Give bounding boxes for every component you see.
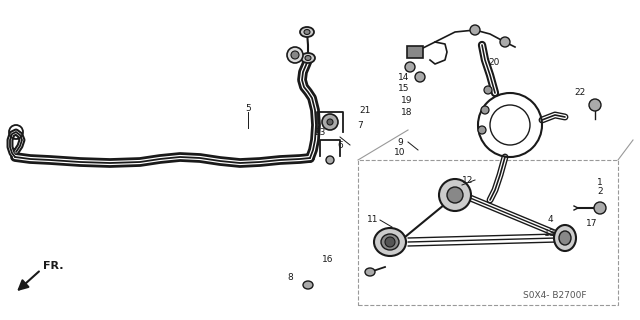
Text: FR.: FR. (43, 261, 63, 271)
Bar (358, 160, 618, 305)
Ellipse shape (304, 29, 310, 35)
Ellipse shape (305, 55, 311, 60)
Ellipse shape (381, 234, 399, 250)
Circle shape (405, 62, 415, 72)
Text: 7: 7 (357, 121, 363, 130)
Text: 22: 22 (574, 87, 586, 97)
Circle shape (589, 99, 601, 111)
Circle shape (327, 119, 333, 125)
Circle shape (594, 202, 606, 214)
Text: 1: 1 (597, 178, 603, 187)
Text: 8: 8 (287, 274, 293, 283)
Ellipse shape (554, 225, 576, 251)
Text: 9: 9 (397, 138, 403, 147)
Circle shape (415, 72, 425, 82)
Circle shape (439, 179, 471, 211)
Text: 20: 20 (488, 58, 500, 67)
Circle shape (470, 25, 480, 35)
Text: 16: 16 (323, 255, 333, 265)
Ellipse shape (374, 228, 406, 256)
Text: 17: 17 (586, 219, 598, 228)
Text: 2: 2 (597, 188, 603, 196)
Text: 4: 4 (547, 215, 553, 225)
Text: 15: 15 (398, 84, 410, 92)
Circle shape (478, 126, 486, 134)
Circle shape (326, 156, 334, 164)
Ellipse shape (303, 281, 313, 289)
Circle shape (447, 187, 463, 203)
Circle shape (484, 86, 492, 94)
Text: 19: 19 (401, 95, 413, 105)
Text: 14: 14 (398, 73, 410, 82)
Text: S0X4- B2700F: S0X4- B2700F (524, 291, 587, 300)
Circle shape (291, 51, 299, 59)
Ellipse shape (365, 268, 375, 276)
FancyBboxPatch shape (407, 46, 423, 58)
Text: 13: 13 (544, 229, 556, 238)
Text: 18: 18 (401, 108, 413, 116)
Ellipse shape (301, 53, 315, 63)
Text: 23: 23 (314, 127, 326, 137)
Text: 10: 10 (394, 148, 406, 156)
Circle shape (322, 114, 338, 130)
Text: 21: 21 (359, 106, 371, 115)
Circle shape (500, 37, 510, 47)
Circle shape (385, 237, 395, 247)
Text: 11: 11 (367, 215, 379, 225)
Ellipse shape (559, 231, 571, 245)
Text: 6: 6 (337, 140, 343, 149)
Ellipse shape (300, 27, 314, 37)
Circle shape (481, 106, 489, 114)
Text: 12: 12 (462, 175, 474, 185)
Text: 5: 5 (245, 103, 251, 113)
Circle shape (287, 47, 303, 63)
